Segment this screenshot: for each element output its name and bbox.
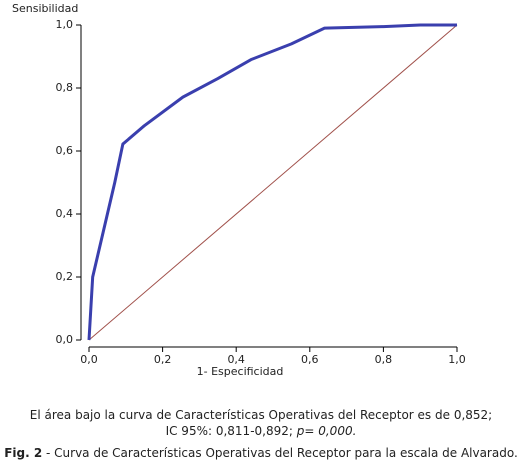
x-tick-label: 0,8	[375, 353, 393, 366]
x-tick-label: 0,2	[154, 353, 172, 366]
line	[88, 24, 458, 341]
line	[87, 23, 457, 341]
x-tick-label: 0,4	[227, 353, 245, 366]
x-tick-label: 1,0	[448, 353, 466, 366]
figure-text: - Curva de Características Operativas de…	[42, 446, 518, 460]
caption-line: IC 95%: 0,811-0,892; p= 0,000.	[0, 424, 522, 438]
y-tick-label: 0,2	[56, 270, 74, 283]
chart: Sensibilidad 1- Especificidad 0,0 0,2 0,4 0…	[12, 2, 466, 378]
y-tick-label: 1,0	[56, 18, 74, 31]
y-tick-label: 0,4	[56, 207, 74, 220]
caption-italic: p= 0,000.	[296, 424, 357, 438]
y-tick-label: 0,8	[56, 81, 74, 94]
y-tick-label: 0,6	[56, 144, 74, 157]
y-tick-label: 0,0	[56, 333, 74, 346]
x-tick-label: 0,0	[80, 353, 98, 366]
x-axis-label: 1- Especificidad	[197, 365, 284, 378]
figure-label: Fig. 2	[4, 446, 43, 460]
x-tick-label: 0,6	[301, 353, 319, 366]
y-axis-label: Sensibilidad	[12, 2, 78, 15]
caption-line: El área bajo la curva de Características…	[29, 408, 493, 422]
figure-caption: Fig. 2 - Curva de Características Operat…	[0, 446, 522, 460]
caption-text: IC 95%: 0,811-0,892;	[165, 424, 293, 438]
